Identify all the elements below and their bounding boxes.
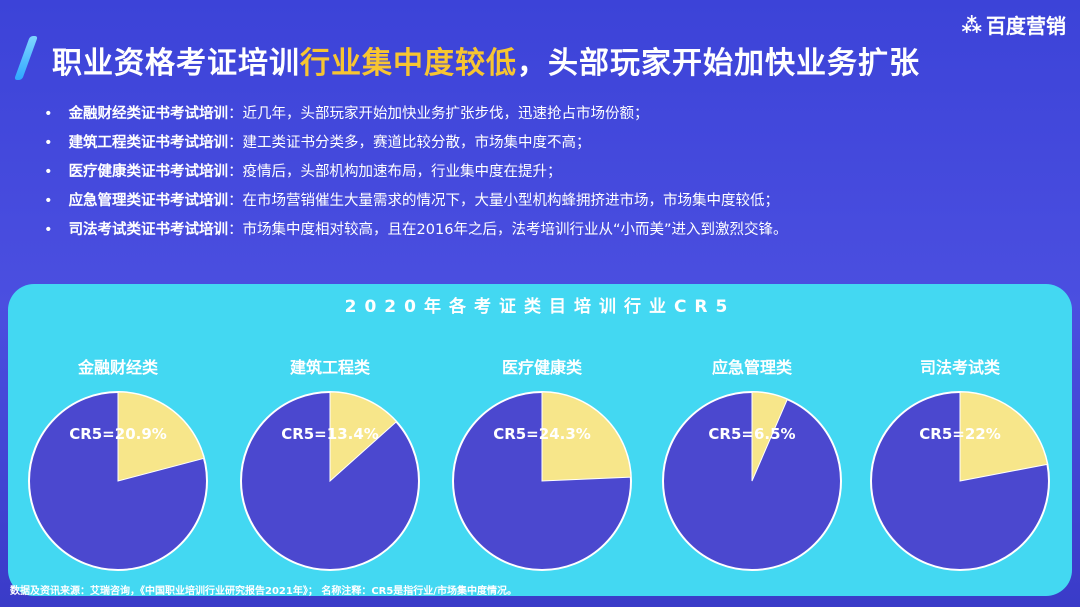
- pie-label: 应急管理类: [711, 358, 792, 377]
- chart-title: 2020年各考证类目培训行业CR5: [344, 297, 736, 317]
- list-item: 医疗健康类证书考试培训：疫情后，头部机构加速布局，行业集中度在提升；: [44, 158, 788, 187]
- pie-cr5-slice: [117, 391, 205, 482]
- pie-data-label: CR5=20.9%: [69, 425, 167, 443]
- pie-label: 医疗健康类: [501, 358, 582, 377]
- source-note: 数据及资讯来源：艾瑞咨询，《中国职业培训行业研究报告2021年》； 名称注释：C…: [10, 586, 517, 597]
- pie-cr5-slice: [959, 391, 1049, 482]
- pie-data-label: CR5=13.4%: [281, 425, 379, 443]
- pie-label: 金融财经类: [77, 358, 158, 377]
- pie-data-label: CR5=22%: [919, 425, 1000, 443]
- list-item: 司法考试类证书考试培训：市场集中度相对较高，且在2016年之后，法考培训行业从“…: [44, 216, 788, 245]
- list-item: 金融财经类证书考试培训：近几年，头部玩家开始加快业务扩张步伐，迅速抢占市场份额；: [44, 100, 788, 129]
- bullet-list: 金融财经类证书考试培训：近几年，头部玩家开始加快业务扩张步伐，迅速抢占市场份额；…: [44, 100, 788, 245]
- pie-data-label: CR5=24.3%: [493, 425, 591, 443]
- pie-label: 建筑工程类: [289, 358, 370, 377]
- pie-cr5-slice: [541, 391, 632, 482]
- pie-cr5-slice: [751, 391, 789, 482]
- list-item: 建筑工程类证书考试培训：建工类证书分类多，赛道比较分散，市场集中度不高；: [44, 129, 788, 158]
- pie-data-label: CR5=6.5%: [708, 425, 795, 443]
- logo: ⁂ 百度营销: [961, 12, 1066, 39]
- baidu-paw-icon: ⁂: [961, 12, 982, 37]
- list-item: 应急管理类证书考试培训：在市场营销催生大量需求的情况下，大量小型机构蜂拥挤进市场…: [44, 187, 788, 216]
- pie-label: 司法考试类: [919, 358, 1000, 377]
- pie-cr5-slice: [329, 391, 398, 483]
- page-title: 职业资格考证培训行业集中度较低，头部玩家开始加快业务扩张: [52, 46, 920, 81]
